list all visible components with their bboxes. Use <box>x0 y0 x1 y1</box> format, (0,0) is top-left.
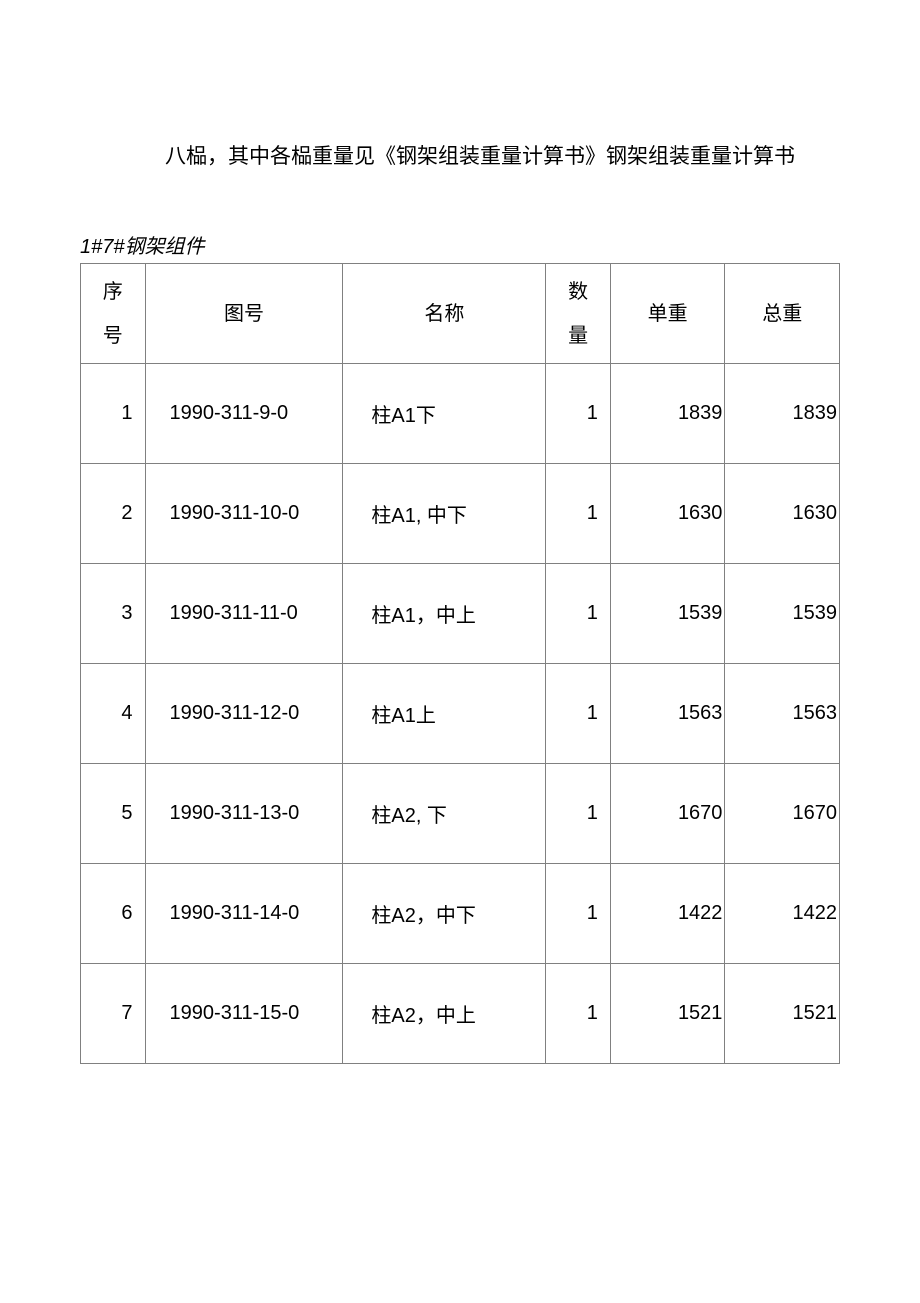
cell-unit-weight: 1521 <box>610 964 725 1064</box>
cell-drawing: 1990-311-14-0 <box>145 864 343 964</box>
cell-seq: 2 <box>81 464 146 564</box>
cell-unit-weight: 1563 <box>610 664 725 764</box>
qty-header-line2: 量 <box>546 314 610 358</box>
cell-drawing: 1990-311-9-0 <box>145 364 343 464</box>
seq-header-line1: 序 <box>81 270 145 314</box>
page-heading: 八榀，其中各榀重量见《钢架组装重量计算书》钢架组装重量计算书 <box>80 140 840 170</box>
cell-drawing: 1990-311-15-0 <box>145 964 343 1064</box>
cell-unit-weight: 1422 <box>610 864 725 964</box>
section-subheading: 1#7#钢架组件 <box>80 230 840 259</box>
col-header-name: 名称 <box>343 264 546 364</box>
table-row: 1 1990-311-9-0 柱A1下 1 1839 1839 <box>81 364 840 464</box>
cell-seq: 1 <box>81 364 146 464</box>
table-row: 6 1990-311-14-0 柱A2，中下 1 1422 1422 <box>81 864 840 964</box>
weight-table: 序 号 图号 名称 数 量 单重 总重 1 1990-311-9-0 柱A1下 … <box>80 263 840 1064</box>
table-row: 5 1990-311-13-0 柱A2, 下 1 1670 1670 <box>81 764 840 864</box>
cell-qty: 1 <box>546 464 611 564</box>
cell-seq: 3 <box>81 564 146 664</box>
cell-seq: 4 <box>81 664 146 764</box>
cell-name: 柱A1, 中下 <box>343 464 546 564</box>
cell-drawing: 1990-311-13-0 <box>145 764 343 864</box>
col-header-qty: 数 量 <box>546 264 611 364</box>
seq-header-line2: 号 <box>81 314 145 358</box>
cell-unit-weight: 1539 <box>610 564 725 664</box>
cell-name: 柱A1下 <box>343 364 546 464</box>
table-row: 7 1990-311-15-0 柱A2，中上 1 1521 1521 <box>81 964 840 1064</box>
cell-total-weight: 1563 <box>725 664 840 764</box>
cell-drawing: 1990-311-10-0 <box>145 464 343 564</box>
col-header-seq: 序 号 <box>81 264 146 364</box>
table-header-row: 序 号 图号 名称 数 量 单重 总重 <box>81 264 840 364</box>
cell-qty: 1 <box>546 964 611 1064</box>
cell-total-weight: 1839 <box>725 364 840 464</box>
qty-header-line1: 数 <box>546 270 610 314</box>
cell-seq: 5 <box>81 764 146 864</box>
table-row: 4 1990-311-12-0 柱A1上 1 1563 1563 <box>81 664 840 764</box>
cell-name: 柱A2，中上 <box>343 964 546 1064</box>
cell-total-weight: 1539 <box>725 564 840 664</box>
cell-name: 柱A2，中下 <box>343 864 546 964</box>
cell-qty: 1 <box>546 364 611 464</box>
cell-total-weight: 1521 <box>725 964 840 1064</box>
table-row: 3 1990-311-11-0 柱A1，中上 1 1539 1539 <box>81 564 840 664</box>
cell-drawing: 1990-311-12-0 <box>145 664 343 764</box>
cell-total-weight: 1670 <box>725 764 840 864</box>
cell-qty: 1 <box>546 764 611 864</box>
cell-qty: 1 <box>546 664 611 764</box>
cell-seq: 6 <box>81 864 146 964</box>
col-header-drawing: 图号 <box>145 264 343 364</box>
col-header-unit-weight: 单重 <box>610 264 725 364</box>
cell-unit-weight: 1630 <box>610 464 725 564</box>
cell-drawing: 1990-311-11-0 <box>145 564 343 664</box>
cell-unit-weight: 1839 <box>610 364 725 464</box>
col-header-total-weight: 总重 <box>725 264 840 364</box>
cell-unit-weight: 1670 <box>610 764 725 864</box>
cell-name: 柱A2, 下 <box>343 764 546 864</box>
table-row: 2 1990-311-10-0 柱A1, 中下 1 1630 1630 <box>81 464 840 564</box>
cell-qty: 1 <box>546 564 611 664</box>
cell-total-weight: 1422 <box>725 864 840 964</box>
cell-qty: 1 <box>546 864 611 964</box>
cell-name: 柱A1，中上 <box>343 564 546 664</box>
cell-seq: 7 <box>81 964 146 1064</box>
cell-name: 柱A1上 <box>343 664 546 764</box>
cell-total-weight: 1630 <box>725 464 840 564</box>
